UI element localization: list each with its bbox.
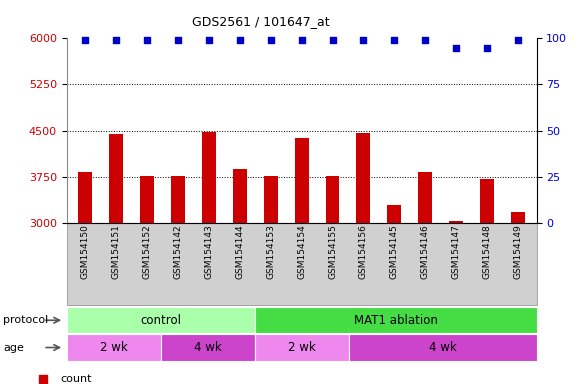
Bar — [140, 176, 154, 223]
Point — [143, 37, 152, 43]
Point — [81, 37, 90, 43]
Bar — [295, 138, 309, 223]
Point — [173, 37, 183, 43]
Bar — [264, 176, 278, 223]
Text: count: count — [60, 374, 92, 384]
Point — [483, 45, 492, 51]
Point — [111, 37, 121, 43]
Bar — [418, 172, 432, 223]
Text: control: control — [140, 314, 181, 327]
Bar — [480, 179, 494, 223]
Point — [513, 37, 523, 43]
Text: MAT1 ablation: MAT1 ablation — [354, 314, 437, 327]
Bar — [449, 221, 463, 223]
Text: 4 wk: 4 wk — [194, 341, 222, 354]
Bar — [349, 334, 536, 361]
Bar — [233, 169, 246, 223]
Bar — [325, 176, 339, 223]
Bar — [109, 134, 123, 223]
Bar — [67, 334, 161, 361]
Bar — [161, 334, 255, 361]
Bar — [202, 132, 216, 223]
Point — [328, 37, 337, 43]
Bar — [511, 212, 525, 223]
Point — [451, 45, 461, 51]
Bar — [78, 172, 92, 223]
Bar — [357, 133, 371, 223]
Text: 4 wk: 4 wk — [429, 341, 456, 354]
Point — [359, 37, 368, 43]
Text: 2 wk: 2 wk — [288, 341, 316, 354]
Text: GDS2561 / 101647_at: GDS2561 / 101647_at — [192, 15, 330, 28]
Point — [235, 37, 244, 43]
Point — [420, 37, 430, 43]
Bar — [255, 307, 536, 333]
Bar — [67, 307, 255, 333]
Point — [297, 37, 306, 43]
Text: protocol: protocol — [3, 315, 48, 325]
Bar — [387, 205, 401, 223]
Text: 2 wk: 2 wk — [100, 341, 128, 354]
Bar — [255, 334, 349, 361]
Point — [204, 37, 213, 43]
Text: age: age — [3, 343, 24, 353]
Point — [266, 37, 276, 43]
Bar — [171, 176, 185, 223]
Point — [390, 37, 399, 43]
